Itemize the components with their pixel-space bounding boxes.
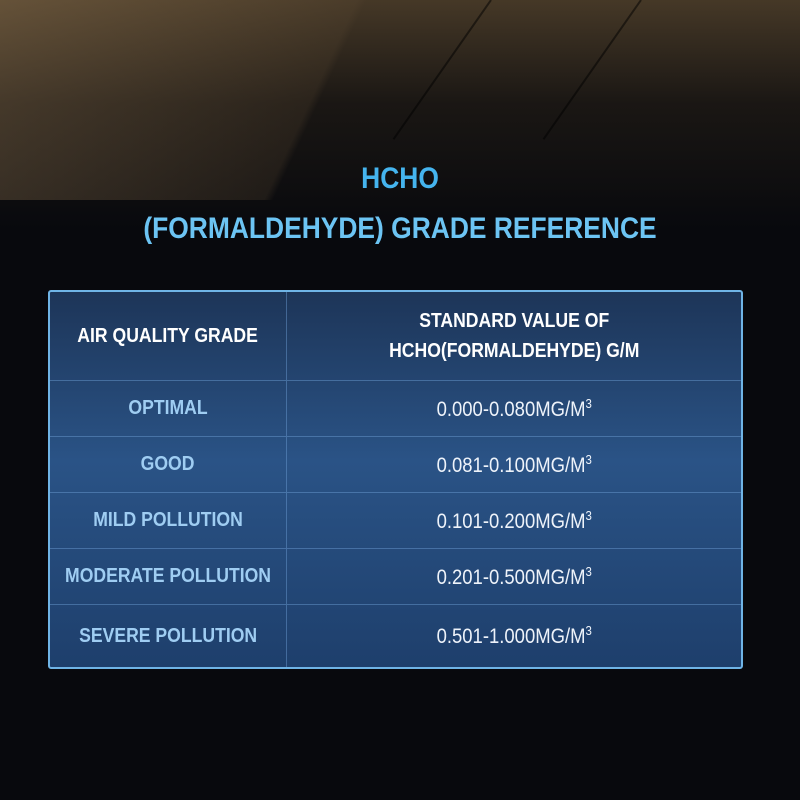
background-shape <box>0 0 800 200</box>
title-line-2: (FORMALDEHYDE) GRADE REFERENCE <box>143 212 657 245</box>
header-line-1: STANDARD VALUE OF <box>418 310 609 332</box>
grade-cell: MILD POLLUTION <box>93 509 243 531</box>
title-line-1: HCHO <box>361 162 439 195</box>
value-cell: 0.501-1.000MG/M3 <box>436 623 592 648</box>
grade-cell: GOOD <box>141 453 195 475</box>
value-cell: 0.000-0.080MG/M3 <box>436 395 592 421</box>
table-row: MODERATE POLLUTION 0.201-0.500MG/M3 <box>50 549 741 605</box>
grade-table: AIR QUALITY GRADE STANDARD VALUE OF HCHO… <box>48 290 743 669</box>
header-line-2: HCHO(FORMALDEHYDE) G/M <box>388 340 640 362</box>
table-row: SEVERE POLLUTION 0.501-1.000MG/M3 <box>50 605 741 667</box>
table-row: GOOD 0.081-0.100MG/M3 <box>50 437 741 493</box>
background-photo <box>0 0 800 230</box>
grade-cell: SEVERE POLLUTION <box>79 624 257 647</box>
value-cell: 0.201-0.500MG/M3 <box>436 563 592 589</box>
value-cell: 0.101-0.200MG/M3 <box>436 507 592 533</box>
header-standard-value: STANDARD VALUE OF HCHO(FORMALDEHYDE) G/M <box>389 306 639 366</box>
table-row: MILD POLLUTION 0.101-0.200MG/M3 <box>50 493 741 549</box>
header-air-quality-grade: AIR QUALITY GRADE <box>77 325 259 347</box>
table-row: OPTIMAL 0.000-0.080MG/M3 <box>50 381 741 437</box>
value-cell: 0.081-0.100MG/M3 <box>436 451 592 477</box>
table-header-row: AIR QUALITY GRADE STANDARD VALUE OF HCHO… <box>50 292 741 381</box>
grade-cell: OPTIMAL <box>128 397 208 419</box>
grade-cell: MODERATE POLLUTION <box>65 565 271 587</box>
